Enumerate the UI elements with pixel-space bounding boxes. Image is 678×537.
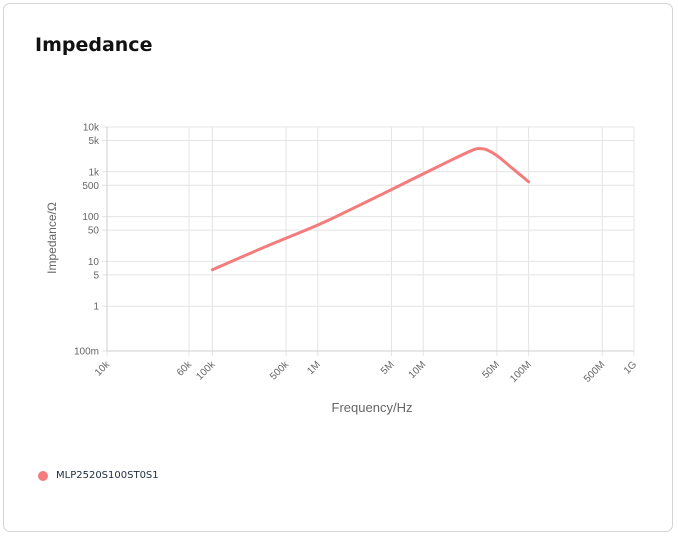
x-tick-label: 100M bbox=[508, 359, 533, 384]
x-axis-title: Frequency/Hz bbox=[332, 400, 413, 415]
y-tick-label: 10k bbox=[83, 123, 100, 134]
x-tick-label: 1M bbox=[305, 359, 323, 377]
x-tick-label: 10k bbox=[93, 359, 113, 379]
y-tick-label: 50 bbox=[88, 226, 100, 237]
series-line bbox=[210, 146, 531, 272]
y-tick-label: 10 bbox=[88, 257, 100, 268]
legend[interactable]: MLP2520S100ST0S1 bbox=[38, 470, 159, 481]
y-tick-label: 1 bbox=[93, 302, 99, 313]
x-tick-label: 50M bbox=[480, 359, 502, 381]
y-tick-label: 100m bbox=[74, 347, 99, 358]
x-tick-label: 1G bbox=[622, 359, 639, 376]
x-tick-label: 500k bbox=[268, 359, 292, 383]
legend-label: MLP2520S100ST0S1 bbox=[56, 470, 159, 481]
y-axis-title: Impedance/Ω bbox=[45, 202, 59, 274]
chart-title: Impedance bbox=[35, 34, 153, 56]
x-tick-label: 10M bbox=[407, 359, 429, 381]
chart-card bbox=[3, 3, 673, 532]
y-tick-label: 1k bbox=[88, 167, 100, 178]
grid-lines bbox=[102, 126, 635, 356]
x-tick-labels: 10k 60k 100k 500k 1M 5M 10M 50M 100M 500M 1G bbox=[93, 359, 639, 385]
y-tick-label: 500 bbox=[82, 181, 99, 192]
series-lines bbox=[210, 146, 531, 272]
legend-marker-icon bbox=[38, 470, 48, 481]
y-tick-label: 5 bbox=[93, 270, 99, 281]
x-tick-label: 5M bbox=[379, 359, 397, 377]
x-tick-label: 500M bbox=[582, 359, 607, 384]
y-tick-label: 5k bbox=[88, 136, 100, 147]
x-tick-label: 100k bbox=[194, 359, 218, 383]
y-tick-label: 100 bbox=[82, 212, 99, 223]
axes bbox=[106, 127, 634, 352]
y-tick-labels: 100m 1 5 10 50 100 500 1k 5k 10k bbox=[74, 123, 100, 358]
x-tick-label: 60k bbox=[175, 359, 195, 379]
